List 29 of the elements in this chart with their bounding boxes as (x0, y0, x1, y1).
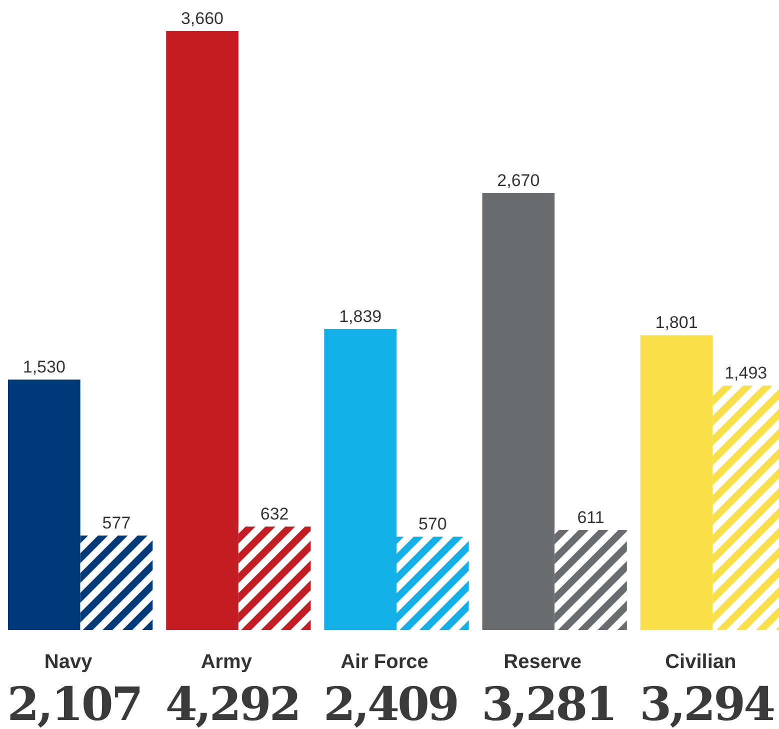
x-tick-label: Navy (44, 651, 94, 673)
data-label: 3,660 (180, 9, 224, 28)
bar (640, 335, 713, 630)
data-label: 1,530 (22, 358, 66, 377)
total-label: 3,294 (640, 677, 775, 729)
total-label: 3,281 (482, 677, 616, 729)
total-label: 2,409 (323, 677, 458, 729)
bar (396, 536, 469, 630)
x-tick-label: Army (200, 651, 253, 673)
data-label: 570 (418, 514, 447, 534)
data-label: 632 (260, 504, 289, 524)
x-tick-label: Reserve (504, 651, 582, 673)
bar (554, 530, 627, 630)
x-tick-label: Air Force (340, 651, 428, 673)
total-label: 2,107 (7, 677, 142, 729)
data-label: 611 (577, 508, 604, 528)
data-label: 1,493 (724, 364, 768, 383)
x-tick-label: Civilian (665, 651, 736, 673)
total-label: 4,292 (165, 677, 300, 729)
data-label: 1,801 (655, 313, 698, 332)
data-label: 1,839 (339, 307, 382, 326)
bar (166, 31, 238, 630)
data-label: 2,670 (497, 171, 540, 190)
bar (482, 193, 555, 630)
bar (80, 536, 153, 630)
bar (324, 329, 396, 630)
bar (8, 380, 80, 630)
data-label: 577 (102, 514, 131, 533)
bar (238, 526, 311, 630)
